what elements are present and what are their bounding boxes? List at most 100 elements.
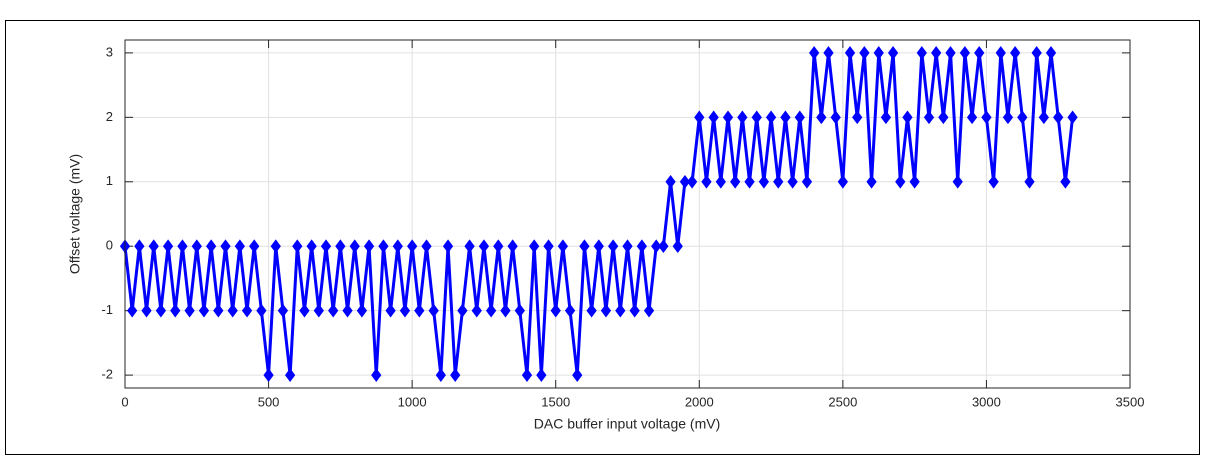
data-point bbox=[744, 174, 755, 189]
data-point bbox=[679, 174, 691, 189]
data-point bbox=[270, 239, 281, 254]
data-point bbox=[471, 303, 482, 318]
data-point bbox=[1024, 174, 1035, 189]
data-point bbox=[665, 174, 676, 189]
x-axis-label: DAC buffer input voltage (mV) bbox=[534, 416, 721, 432]
data-point bbox=[141, 303, 152, 318]
data-point bbox=[916, 46, 927, 60]
data-point bbox=[529, 239, 540, 254]
data-point bbox=[737, 110, 748, 125]
data-point bbox=[608, 239, 619, 254]
data-point bbox=[206, 239, 217, 254]
data-point bbox=[787, 174, 798, 189]
y-tick-label: 1 bbox=[106, 173, 113, 188]
data-point bbox=[629, 303, 640, 318]
data-point bbox=[514, 303, 525, 318]
data-point bbox=[873, 46, 884, 60]
data-point bbox=[622, 239, 633, 254]
data-point bbox=[816, 110, 827, 125]
data-point bbox=[564, 303, 576, 318]
data-point bbox=[801, 174, 813, 189]
data-point bbox=[636, 239, 647, 254]
data-point bbox=[407, 239, 418, 254]
data-point bbox=[1045, 46, 1057, 60]
data-point bbox=[500, 303, 511, 318]
data-point bbox=[572, 368, 583, 382]
data-point bbox=[292, 239, 303, 254]
data-point bbox=[155, 303, 167, 318]
data-point bbox=[887, 46, 899, 60]
data-point bbox=[371, 368, 382, 382]
data-point bbox=[521, 368, 533, 382]
data-point bbox=[931, 46, 942, 60]
data-point bbox=[184, 303, 195, 318]
data-point bbox=[974, 46, 985, 60]
data-point bbox=[859, 46, 870, 60]
data-point bbox=[866, 174, 877, 189]
data-point bbox=[127, 303, 138, 318]
data-point bbox=[263, 368, 274, 382]
data-point bbox=[880, 110, 892, 125]
data-point bbox=[148, 239, 159, 254]
data-point bbox=[1010, 46, 1021, 60]
data-point bbox=[730, 174, 741, 189]
data-point bbox=[765, 110, 777, 125]
data-point bbox=[981, 110, 992, 125]
data-point bbox=[378, 239, 389, 254]
data-point bbox=[543, 239, 554, 254]
data-point bbox=[959, 46, 971, 60]
data-point bbox=[220, 239, 231, 254]
data-point bbox=[1002, 110, 1014, 125]
x-tick-label: 3000 bbox=[972, 394, 1001, 409]
data-point bbox=[823, 46, 834, 60]
x-tick-label: 0 bbox=[121, 394, 128, 409]
data-point bbox=[356, 303, 368, 318]
data-point bbox=[809, 46, 820, 60]
data-point bbox=[428, 303, 439, 318]
data-point bbox=[392, 239, 403, 254]
data-point bbox=[335, 239, 346, 254]
data-point bbox=[328, 303, 339, 318]
data-point bbox=[191, 239, 202, 254]
data-point bbox=[830, 110, 841, 125]
y-tick-label: -1 bbox=[101, 302, 113, 317]
plot-area bbox=[119, 46, 1078, 382]
x-tick-label: 500 bbox=[258, 394, 280, 409]
data-point bbox=[686, 174, 698, 189]
data-point bbox=[170, 303, 181, 318]
data-point bbox=[399, 303, 411, 318]
data-point bbox=[464, 239, 475, 254]
y-tick-label: 3 bbox=[106, 44, 113, 59]
data-point bbox=[672, 239, 683, 254]
plot-frame bbox=[124, 39, 1131, 389]
x-tick-label: 3500 bbox=[1116, 394, 1145, 409]
y-tick-label: 0 bbox=[106, 238, 113, 253]
data-point bbox=[895, 174, 906, 189]
data-point bbox=[435, 368, 446, 382]
x-tick-label: 2500 bbox=[828, 394, 857, 409]
data-point bbox=[557, 239, 569, 254]
data-point bbox=[923, 110, 935, 125]
data-point bbox=[586, 303, 597, 318]
data-point bbox=[1017, 110, 1028, 125]
data-point bbox=[1060, 174, 1071, 189]
data-point bbox=[177, 239, 188, 254]
data-point bbox=[579, 239, 590, 254]
data-point bbox=[421, 239, 432, 254]
data-point bbox=[701, 174, 712, 189]
data-point bbox=[227, 303, 238, 318]
data-point bbox=[299, 303, 310, 318]
data-point bbox=[708, 110, 719, 125]
data-point bbox=[1067, 110, 1078, 125]
data-point bbox=[234, 239, 245, 254]
data-point bbox=[837, 174, 848, 189]
data-point bbox=[313, 303, 324, 318]
data-point bbox=[995, 46, 1006, 60]
data-point bbox=[550, 303, 561, 318]
y-tick-label: 2 bbox=[106, 109, 113, 124]
data-point bbox=[198, 303, 210, 318]
data-point bbox=[162, 239, 174, 254]
data-point bbox=[988, 174, 999, 189]
data-point bbox=[457, 303, 468, 318]
data-point bbox=[844, 46, 856, 60]
